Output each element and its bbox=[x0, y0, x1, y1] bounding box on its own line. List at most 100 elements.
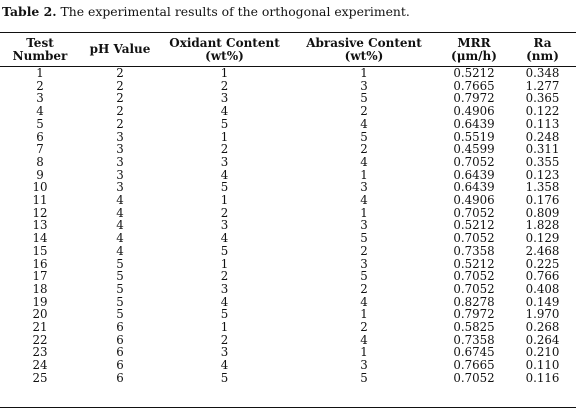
column-header-line: (nm) bbox=[526, 48, 559, 63]
ph-value-cell: 2 bbox=[116, 104, 124, 119]
mrr-cell: 0.7052 bbox=[453, 281, 495, 296]
test-number-cell: 25 bbox=[32, 370, 48, 385]
test-number-cell: 9 bbox=[36, 167, 44, 182]
column-header-line: Test bbox=[26, 35, 54, 50]
ph-value-cell: 6 bbox=[116, 370, 124, 385]
ra-cell: 0.264 bbox=[525, 332, 560, 347]
ra-cell: 0.311 bbox=[525, 142, 560, 157]
abrasive-content-cell: 3 bbox=[360, 256, 368, 271]
ra-cell: 0.116 bbox=[525, 370, 560, 385]
mrr-cell: 0.6439 bbox=[453, 167, 495, 182]
test-number-cell: 1 bbox=[36, 66, 44, 80]
table-row: 17 5 2 5 0.7052 0.766 bbox=[0, 270, 576, 283]
table-row: 18 5 3 2 0.7052 0.408 bbox=[0, 283, 576, 296]
column-header-line: MRR bbox=[457, 35, 491, 50]
mrr-cell: 0.5212 bbox=[453, 218, 495, 233]
oxidant-content-cell: 1 bbox=[220, 129, 229, 144]
ra-cell: 0.766 bbox=[525, 269, 560, 284]
ph-value-cell: 6 bbox=[116, 358, 124, 373]
ra-cell: 1.358 bbox=[525, 180, 560, 195]
abrasive-content-cell: 5 bbox=[360, 370, 368, 385]
column-header-mrr: MRR (μm/h) bbox=[439, 33, 509, 66]
abrasive-content-cell: 1 bbox=[360, 66, 368, 80]
ph-value-cell: 6 bbox=[116, 332, 124, 347]
test-number-cell: 22 bbox=[32, 332, 48, 347]
table-row: 21 6 1 2 0.5825 0.268 bbox=[0, 321, 576, 334]
table-row: 25 6 5 5 0.7052 0.116 bbox=[0, 372, 576, 385]
table-header-row: Test Number pH Value Oxidant Content (wt%)… bbox=[0, 33, 576, 66]
mrr-cell: 0.5212 bbox=[453, 66, 495, 80]
table-row: 24 6 4 3 0.7665 0.110 bbox=[0, 359, 576, 372]
table-bottom-rule bbox=[0, 407, 576, 409]
column-header-line: Oxidant Content bbox=[169, 35, 280, 50]
ph-value-cell: 2 bbox=[116, 78, 124, 93]
table-caption-label: Table 2. bbox=[2, 4, 57, 19]
ra-cell: 0.210 bbox=[525, 345, 560, 360]
ph-value-cell: 4 bbox=[116, 205, 124, 220]
table-row: 20 5 5 1 0.7972 1.970 bbox=[0, 308, 576, 321]
abrasive-content-cell: 4 bbox=[360, 154, 368, 169]
ph-value-cell: 3 bbox=[116, 154, 124, 169]
table-row: 2 2 2 3 0.7665 1.277 bbox=[0, 78, 576, 93]
ph-value-cell: 3 bbox=[116, 142, 124, 157]
mrr-cell: 0.5825 bbox=[453, 320, 495, 335]
mrr-cell: 0.7052 bbox=[453, 231, 495, 246]
mrr-cell: 0.7052 bbox=[453, 205, 495, 220]
table-row: 6 3 1 5 0.5519 0.248 bbox=[0, 129, 576, 144]
mrr-cell: 0.6745 bbox=[453, 345, 495, 360]
column-header-line: (wt%) bbox=[344, 48, 384, 63]
oxidant-content-cell: 3 bbox=[220, 218, 229, 233]
results-table: Test Number pH Value Oxidant Content (wt%)… bbox=[0, 33, 576, 385]
test-number-cell: 14 bbox=[32, 231, 48, 246]
abrasive-content-cell: 3 bbox=[360, 358, 368, 373]
table-row: 9 3 4 1 0.6439 0.123 bbox=[0, 167, 576, 182]
test-number-cell: 15 bbox=[32, 243, 48, 258]
test-number-cell: 18 bbox=[32, 281, 48, 296]
test-number-cell: 7 bbox=[36, 142, 44, 157]
oxidant-content-cell: 2 bbox=[220, 78, 229, 93]
test-number-cell: 4 bbox=[36, 104, 44, 119]
table-row: 22 6 2 4 0.7358 0.264 bbox=[0, 334, 576, 347]
table-body: 1 2 1 1 0.5212 0.348 2 2 2 3 0.7665 1.277 3 2 3 5 0.7972… bbox=[0, 66, 576, 385]
table-row: 15 4 5 2 0.7358 2.468 bbox=[0, 245, 576, 258]
mrr-cell: 0.4599 bbox=[453, 142, 495, 157]
mrr-cell: 0.7665 bbox=[453, 358, 495, 373]
column-header-ph-value: pH Value bbox=[80, 33, 160, 66]
oxidant-content-cell: 2 bbox=[220, 205, 229, 220]
mrr-cell: 0.7052 bbox=[453, 154, 495, 169]
oxidant-content-cell: 2 bbox=[220, 142, 229, 157]
abrasive-content-cell: 5 bbox=[360, 231, 368, 246]
abrasive-content-cell: 2 bbox=[360, 142, 368, 157]
mrr-cell: 0.5519 bbox=[453, 129, 495, 144]
mrr-cell: 0.6439 bbox=[453, 180, 495, 195]
column-header-oxidant-content: Oxidant Content (wt%) bbox=[160, 33, 289, 66]
table-row: 5 2 5 4 0.6439 0.113 bbox=[0, 118, 576, 131]
oxidant-content-cell: 5 bbox=[220, 370, 229, 385]
ra-cell: 0.348 bbox=[525, 66, 560, 80]
ph-value-cell: 3 bbox=[116, 167, 124, 182]
table-row: 1 2 1 1 0.5212 0.348 bbox=[0, 66, 576, 80]
ra-cell: 0.113 bbox=[525, 116, 560, 131]
test-number-cell: 21 bbox=[32, 320, 48, 335]
oxidant-content-cell: 4 bbox=[220, 294, 229, 309]
mrr-cell: 0.6439 bbox=[453, 116, 495, 131]
oxidant-content-cell: 4 bbox=[220, 358, 229, 373]
mrr-cell: 0.7358 bbox=[453, 243, 495, 258]
test-number-cell: 19 bbox=[32, 294, 48, 309]
ph-value-cell: 5 bbox=[116, 281, 124, 296]
ra-cell: 0.129 bbox=[525, 231, 560, 246]
test-number-cell: 12 bbox=[32, 205, 48, 220]
column-header-line: pH Value bbox=[89, 42, 151, 56]
abrasive-content-cell: 5 bbox=[360, 129, 368, 144]
abrasive-content-cell: 1 bbox=[360, 205, 368, 220]
test-number-cell: 2 bbox=[36, 78, 44, 93]
oxidant-content-cell: 5 bbox=[220, 243, 229, 258]
table-row: 3 2 3 5 0.7972 0.365 bbox=[0, 92, 576, 105]
abrasive-content-cell: 4 bbox=[360, 193, 368, 208]
oxidant-content-cell: 3 bbox=[220, 91, 229, 106]
oxidant-content-cell: 2 bbox=[220, 332, 229, 347]
ph-value-cell: 3 bbox=[116, 180, 124, 195]
table-row: 10 3 5 3 0.6439 1.358 bbox=[0, 181, 576, 194]
mrr-cell: 0.5212 bbox=[453, 256, 495, 271]
